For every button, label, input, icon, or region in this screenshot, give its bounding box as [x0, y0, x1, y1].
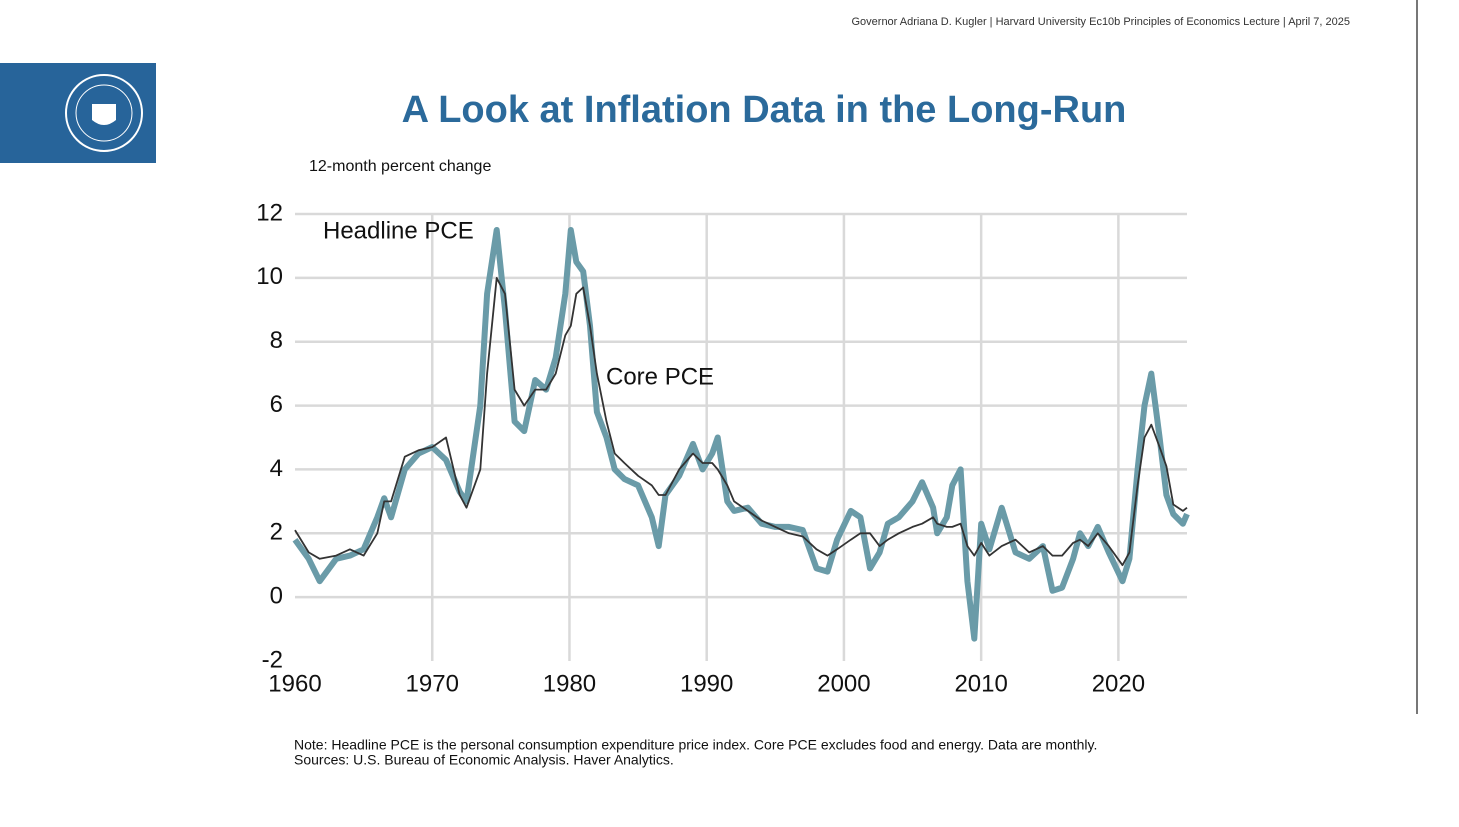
y-tick-label: 10	[256, 263, 283, 290]
x-tick-label: 1970	[406, 670, 459, 697]
x-tick-label: 1960	[268, 670, 321, 697]
logo-band	[0, 63, 156, 163]
x-tick-label: 2010	[954, 670, 1007, 697]
y-tick-label: 8	[270, 327, 283, 354]
series-line	[294, 277, 1188, 567]
y-tick-label: 4	[270, 455, 283, 482]
seal	[65, 74, 143, 152]
y-tick-label: 12	[256, 199, 283, 226]
note: Note: Headline PCE is the personal consu…	[294, 737, 1097, 753]
chart-title: A Look at Inflation Data in the Long-Run	[402, 89, 1127, 131]
y-tick-label: 0	[270, 582, 283, 609]
plot: -2 0 2 4 6 8 10 12 1960 1970 1980 1990 2000 2010 2020	[256, 199, 1190, 697]
series-label: Core PCE	[606, 363, 714, 390]
seal-inner	[75, 84, 133, 142]
series-line	[292, 227, 1190, 642]
header: Governor Adriana D. Kugler | Harvard Uni…	[851, 16, 1350, 28]
x-tick-label: 1990	[680, 670, 733, 697]
series-label: Headline PCE	[323, 217, 474, 244]
x-tick-label: 1980	[543, 670, 596, 697]
x-tick-label: 2000	[817, 670, 870, 697]
x-tick-label: 2020	[1092, 670, 1145, 697]
note: Sources: U.S. Bureau of Economic Analysi…	[294, 752, 674, 768]
y-axis-label: 12-month percent change	[309, 158, 491, 175]
y-tick-label: -2	[262, 646, 283, 673]
y-tick-label: 6	[270, 391, 283, 418]
seal-shield	[92, 104, 116, 125]
y-tick-label: 2	[270, 519, 283, 546]
